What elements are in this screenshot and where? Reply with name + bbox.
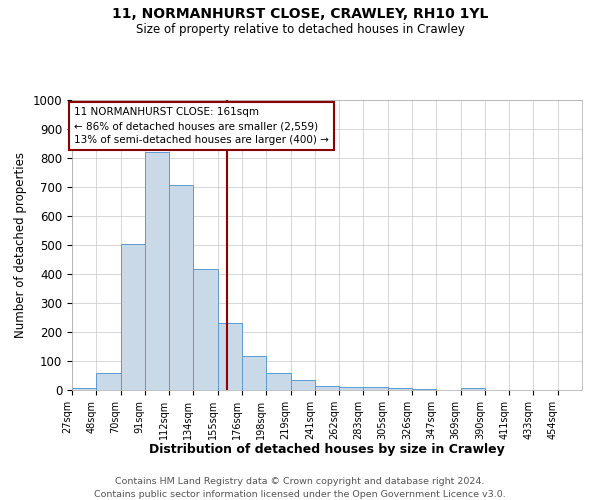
Bar — [121, 244, 145, 390]
Bar — [315, 386, 339, 390]
Text: Contains public sector information licensed under the Open Government Licence v3: Contains public sector information licen… — [94, 490, 506, 499]
Bar — [461, 388, 485, 390]
Text: 11, NORMANHURST CLOSE, CRAWLEY, RH10 1YL: 11, NORMANHURST CLOSE, CRAWLEY, RH10 1YL — [112, 8, 488, 22]
Bar — [193, 269, 218, 390]
Bar — [96, 374, 121, 390]
Y-axis label: Number of detached properties: Number of detached properties — [14, 152, 27, 338]
Bar — [169, 185, 193, 390]
Text: Distribution of detached houses by size in Crawley: Distribution of detached houses by size … — [149, 442, 505, 456]
Bar — [339, 387, 364, 390]
Bar — [266, 374, 290, 390]
Bar — [290, 380, 315, 390]
Text: 11 NORMANHURST CLOSE: 161sqm
← 86% of detached houses are smaller (2,559)
13% of: 11 NORMANHURST CLOSE: 161sqm ← 86% of de… — [74, 108, 329, 146]
Text: Contains HM Land Registry data © Crown copyright and database right 2024.: Contains HM Land Registry data © Crown c… — [115, 478, 485, 486]
Bar — [72, 388, 96, 390]
Text: Size of property relative to detached houses in Crawley: Size of property relative to detached ho… — [136, 22, 464, 36]
Bar — [145, 152, 169, 390]
Bar — [218, 324, 242, 390]
Bar — [364, 387, 388, 390]
Bar — [388, 388, 412, 390]
Bar — [242, 356, 266, 390]
Bar — [412, 388, 436, 390]
